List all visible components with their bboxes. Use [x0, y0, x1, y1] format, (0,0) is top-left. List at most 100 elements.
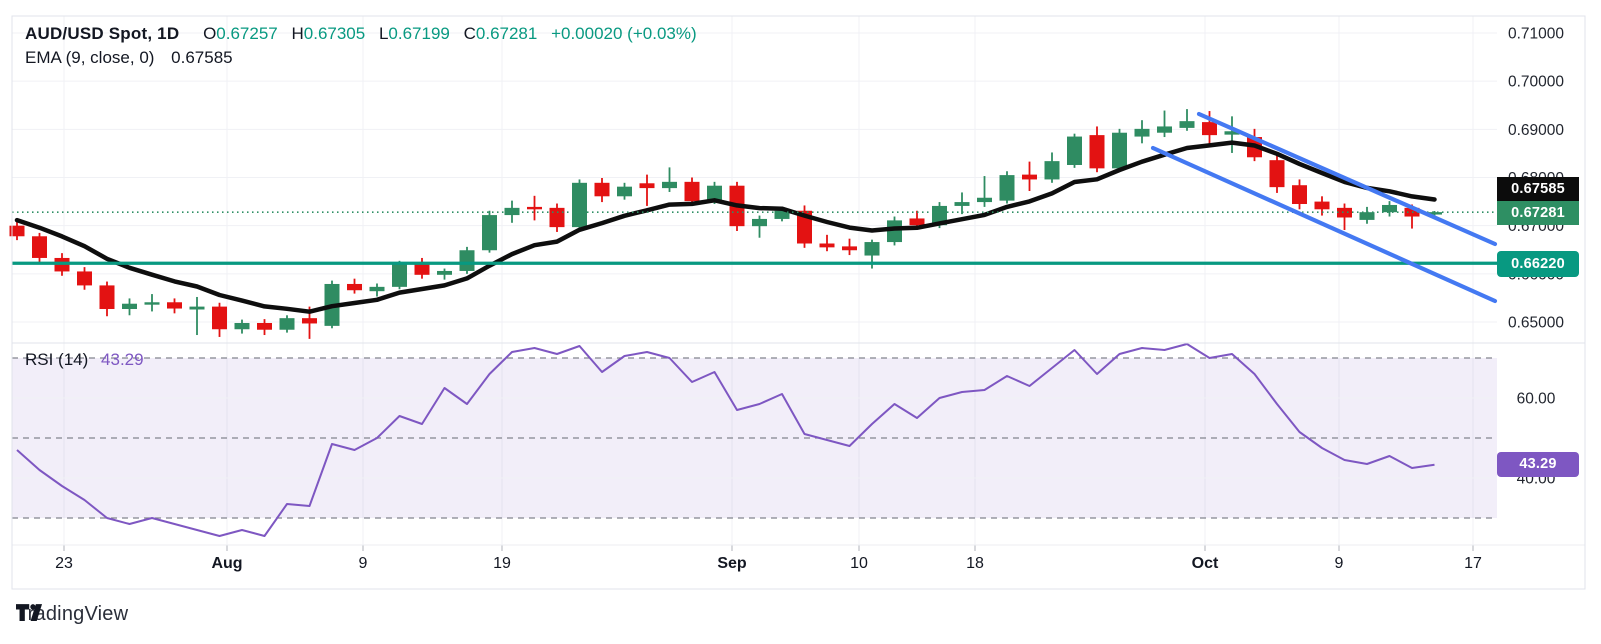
candle-body	[1202, 122, 1217, 136]
candle-body	[1382, 204, 1397, 213]
candle-body	[1112, 132, 1127, 169]
price-axis-label: 0.65000	[1508, 315, 1564, 332]
candle-body	[594, 182, 610, 197]
candle-body	[662, 181, 677, 189]
change-value: +0.00020 (+0.03%)	[551, 24, 697, 43]
low-value: 0.67199	[388, 24, 450, 43]
candle-body	[999, 175, 1015, 201]
candle-body	[1157, 126, 1172, 133]
candle-body	[549, 207, 565, 228]
candle-body	[887, 220, 902, 243]
candle-body	[77, 271, 92, 286]
candle-body	[527, 206, 542, 210]
candle-body	[347, 283, 362, 291]
candle-body	[392, 263, 407, 287]
rsi-label: RSI (14)	[25, 350, 89, 369]
close-value: 0.67281	[475, 24, 538, 43]
candle-body	[1044, 161, 1060, 180]
candle-body	[32, 236, 47, 258]
symbol-header: AUD/USD Spot, 1D O0.67257 H0.67305 L0.67…	[25, 21, 697, 46]
candle-body	[414, 263, 430, 275]
candle-body	[302, 318, 317, 324]
symbol-title: AUD/USD Spot, 1D	[25, 24, 180, 43]
time-axis-label: 9	[359, 555, 368, 572]
close-label: C	[463, 24, 476, 43]
last-price-badge: 0.67281	[1497, 201, 1579, 225]
time-axis-label: Aug	[211, 555, 242, 572]
candle-body	[707, 185, 722, 202]
time-axis-label: Oct	[1192, 555, 1219, 572]
trendline	[1150, 145, 1498, 304]
candle-body	[1292, 185, 1307, 205]
ema-value: 0.67585	[171, 48, 233, 67]
candle-body	[909, 218, 925, 226]
candle-body	[1067, 136, 1082, 165]
tradingview-logo-text: TradingView	[16, 603, 129, 625]
trendline	[1196, 111, 1498, 247]
candle-body	[639, 183, 655, 189]
candle-body	[1314, 201, 1330, 210]
candle-body	[369, 286, 385, 292]
tradingview-logo-icon	[16, 604, 43, 621]
price-axis-label: 0.70000	[1508, 74, 1564, 91]
candle-body	[1427, 212, 1442, 215]
candle-body	[279, 318, 295, 330]
candle-body	[459, 250, 475, 271]
time-axis-label: 17	[1464, 555, 1482, 572]
candle-body	[99, 285, 115, 310]
widget-border	[11, 15, 1586, 590]
candle-body	[774, 210, 790, 219]
candle-body	[437, 270, 452, 275]
candle-body	[212, 306, 227, 330]
candle-body	[572, 182, 587, 228]
candle-body	[1134, 128, 1150, 137]
candle-body	[819, 243, 835, 248]
candle-body	[122, 303, 137, 310]
candle-body	[1224, 131, 1240, 135]
rsi-axis-label: 60.00	[1517, 391, 1556, 408]
candle-body	[257, 322, 272, 330]
price-axis-label: 0.69000	[1508, 122, 1564, 139]
candle-body	[1022, 174, 1037, 180]
rsi-line	[16, 343, 1435, 537]
candle-body	[842, 246, 857, 251]
tradingview-logo[interactable]: TradingView	[16, 603, 128, 626]
candle-body	[684, 181, 700, 202]
candle-body	[9, 225, 25, 237]
rsi-legend: RSI (14) 43.29	[25, 350, 144, 370]
candle-body	[1359, 212, 1375, 220]
open-value: 0.67257	[216, 24, 278, 43]
ema-legend: EMA (9, close, 0) 0.67585	[25, 48, 233, 68]
ema-label: EMA (9, close, 0)	[25, 48, 155, 67]
ema-line	[14, 140, 1437, 314]
ema-price-badge: 0.67585	[1497, 177, 1579, 201]
candle-body	[1337, 207, 1352, 218]
candle-body	[954, 202, 970, 206]
candle-body	[932, 205, 947, 226]
candle-body	[864, 242, 880, 256]
candle-body	[167, 302, 182, 309]
candle-body	[752, 218, 767, 227]
candle-body	[234, 322, 250, 330]
low-label: L	[378, 24, 389, 43]
time-axis-label: 10	[850, 555, 868, 572]
time-axis-label: 9	[1335, 555, 1344, 572]
time-axis-label: 18	[966, 555, 984, 572]
candle-body	[1179, 121, 1195, 128]
candle-body	[617, 186, 632, 197]
rsi-value-badge: 43.29	[1497, 452, 1579, 477]
time-axis-label: 23	[55, 555, 73, 572]
rsi-value: 43.29	[101, 350, 144, 369]
candle-body	[482, 215, 497, 251]
candle-body	[1269, 160, 1285, 188]
high-label: H	[291, 24, 304, 43]
price-axis-label: 0.71000	[1508, 26, 1564, 43]
candle-body	[977, 197, 992, 203]
open-label: O	[203, 24, 217, 43]
candle-body	[189, 306, 205, 310]
time-axis-label: 19	[493, 555, 511, 572]
time-axis-label: Sep	[717, 555, 747, 572]
hline-price-badge: 0.66220	[1497, 251, 1579, 277]
